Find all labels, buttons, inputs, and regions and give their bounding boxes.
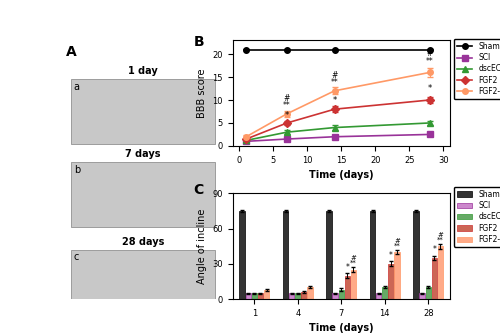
Text: *: *	[389, 251, 393, 260]
Text: a: a	[74, 82, 80, 92]
FancyBboxPatch shape	[70, 79, 215, 144]
Bar	[252, 293, 257, 299]
Bar	[326, 211, 332, 299]
Bar	[264, 290, 270, 299]
Bar	[295, 293, 300, 299]
Text: #
**: # **	[283, 93, 291, 110]
Bar	[370, 211, 376, 299]
Text: *: *	[428, 84, 432, 93]
Bar	[432, 258, 437, 299]
Legend: Sham, SCI, dscECM-HP, FGF2, FGF2-dscECM-HP: Sham, SCI, dscECM-HP, FGF2, FGF2-dscECM-…	[454, 187, 500, 247]
Y-axis label: BBB score: BBB score	[197, 68, 207, 118]
Bar	[301, 292, 306, 299]
Text: #
**: # **	[330, 71, 338, 87]
Bar	[438, 246, 443, 299]
Bar	[308, 287, 312, 299]
Bar	[246, 293, 251, 299]
Legend: Sham, SCI, dscECM-HP, FGF2, FGF2-dscECM-HP: Sham, SCI, dscECM-HP, FGF2, FGF2-dscECM-…	[454, 39, 500, 99]
Bar	[414, 211, 419, 299]
Bar	[283, 211, 288, 299]
Text: A: A	[66, 45, 76, 59]
X-axis label: Time (days): Time (days)	[309, 170, 374, 180]
Text: 28 days: 28 days	[122, 237, 164, 247]
Bar	[394, 252, 400, 299]
Text: *: *	[432, 246, 436, 254]
Text: *: *	[332, 96, 336, 104]
Bar	[332, 293, 338, 299]
Text: #
**: # **	[426, 49, 434, 66]
FancyBboxPatch shape	[70, 250, 215, 314]
Text: #
**: # **	[394, 238, 400, 249]
Bar	[344, 276, 350, 299]
Bar	[258, 293, 263, 299]
Text: *: *	[285, 111, 289, 120]
Bar	[289, 293, 294, 299]
Text: 1 day: 1 day	[128, 67, 158, 76]
Text: c: c	[74, 252, 79, 262]
Text: b: b	[74, 165, 80, 174]
Bar	[376, 293, 382, 299]
Bar	[240, 211, 245, 299]
Text: #
**: # **	[437, 232, 444, 243]
Bar	[338, 290, 344, 299]
Text: C: C	[194, 183, 203, 197]
Text: B: B	[194, 35, 204, 49]
FancyBboxPatch shape	[70, 162, 215, 226]
X-axis label: Time (days): Time (days)	[309, 323, 374, 333]
Bar	[350, 270, 356, 299]
Text: 7 days: 7 days	[125, 149, 160, 159]
Text: #
**: # **	[350, 255, 357, 266]
Bar	[382, 287, 388, 299]
Bar	[388, 264, 394, 299]
Bar	[426, 287, 431, 299]
Text: *: *	[346, 263, 350, 272]
Bar	[420, 293, 425, 299]
Y-axis label: Angle of incline: Angle of incline	[196, 209, 206, 284]
